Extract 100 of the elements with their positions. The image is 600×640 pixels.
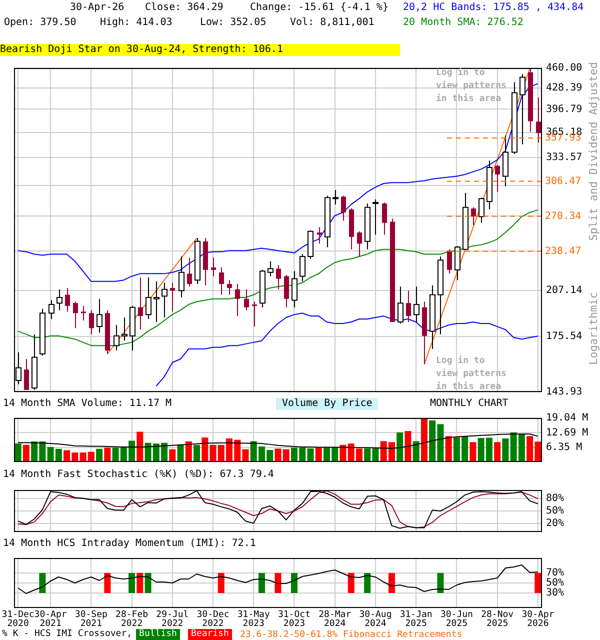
x-tick-label: 29-Jul 2022 [156,610,189,629]
y-axis-title: Split and Dividend Adjusted [587,62,600,241]
chart-title: 14 Month Fast Stochastic (%K) (%D): 67.3 79.4 [3,469,274,481]
x-tick-label: 28-Mar 2024 [318,610,352,629]
candlestick [72,301,78,329]
annotation: Log in to view patterns in this area [436,355,508,394]
bar [185,441,192,462]
candlestick [284,274,290,308]
annotation: Log in to view patterns in this area [436,67,508,106]
text: 23.6-38.2-50-61.8% Fibonacci Retracements [240,629,462,640]
bar [194,444,200,462]
candlestick [316,226,322,244]
candlestick [226,280,232,296]
bar [14,444,22,462]
bar [494,442,501,462]
candlestick [276,264,282,290]
x-tick-label: 30-Apr 2026 [522,610,555,629]
y-tick-label: 333.57 [546,152,582,164]
candlestick [494,164,500,192]
y-tick-label: 80% [546,492,564,504]
candlestick [406,290,412,322]
candlestick [446,248,452,274]
bar [445,436,452,462]
candlestick [80,305,86,321]
text: 20 Month SMA: 276.52 [403,17,524,29]
text: Bearish [188,629,232,640]
text: High: 414.03 [100,17,172,29]
chart-title: 14 Month SMA Volume: 11.17 M [3,398,172,410]
legend-title: % K - HCS IMI Crossover, [2,629,132,640]
text: Volume By Price [276,398,378,410]
candlestick [218,266,224,296]
text: Change: -15.61 {-4.1 %} [250,2,388,14]
ref-line-label: 306.47 [545,176,582,187]
candlestick [470,206,476,226]
x-tick-label: 31-May 2023 [237,610,270,629]
x-tick-label: 28-Feb 2022 [116,610,148,629]
bar [315,448,322,462]
candlestick [382,202,388,236]
x-tick-label: 31-Dec 2020 [2,610,34,629]
y-tick-label: 50% [546,506,564,517]
candlestick [170,282,176,312]
x-tick-label: 28-Nov 2025 [481,610,514,629]
text: Close: 364.29 [145,2,224,14]
text: Bullish [136,629,180,640]
candlestick [234,284,240,317]
y-tick-label: 20% [546,518,564,530]
candlestick [340,195,346,222]
candlestick [210,257,216,277]
y-tick-label: 50% [546,578,564,589]
bar [242,449,249,462]
x-tick-label: 30-Aug 2024 [359,610,392,629]
candlestick [24,358,30,390]
text: Logarithmic [587,292,600,365]
y-tick-label: 207.14 [546,285,582,296]
y-tick-label: 19.04 M [546,412,588,424]
text: MONTHLY CHART [430,398,508,410]
y-tick-label: 175.54 [546,331,582,342]
y-tick-label: 396.79 [546,104,582,115]
candlestick [244,288,250,311]
bar [470,442,476,462]
y-tick-label: 30% [546,588,564,599]
ref-line-label: 238.47 [545,246,582,257]
candlestick [356,230,362,257]
text: Vol: 8,811,001 [290,17,374,29]
candlestick [252,301,258,328]
candlestick [138,277,144,330]
text: Open: 379.50 [4,17,76,29]
bar [104,448,111,462]
candlestick [536,96,542,144]
bar [412,441,420,462]
bar [96,448,103,462]
bar [202,438,208,462]
candlestick [88,310,94,335]
y-tick-label: 12.69 M [546,427,588,438]
bar [136,432,144,462]
text: 30-Apr-26 [70,2,124,14]
x-tick-label: 30-Jun 2025 [440,610,473,629]
bar [282,449,290,462]
y-tick-label: 6.35 M [546,442,582,453]
bar [420,418,428,462]
bar [396,432,404,462]
y-tick-label: 428.39 [546,82,582,94]
bar [169,449,176,462]
text: Bearish Doji Star on 30-Aug-24, Strength: 106.1 [0,44,400,56]
y-tick-label: 143.93 [546,386,582,398]
bar [22,444,30,462]
text: 20,2 HC Bands: 175.85 , 434.84 [403,2,584,14]
ref-line-label: 270.34 [545,210,582,222]
y-tick-label: 70% [546,568,564,579]
text: Low: 352.05 [200,17,266,29]
x-tick-label: 31-Jan 2025 [400,610,432,629]
bar [502,438,509,462]
x-tick-label: 30-Apr 2021 [34,610,68,629]
bar [404,431,412,462]
candlestick [186,257,192,288]
x-tick-label: 30-Sep 2021 [74,610,108,629]
x-tick-label: 30-Dec 2022 [196,610,230,629]
candlestick [64,287,70,312]
chart-title: 14 Month HCS Intraday Momentum (IMI): 72.1 [3,538,256,550]
x-tick-label: 31-Oct 2023 [278,610,311,629]
